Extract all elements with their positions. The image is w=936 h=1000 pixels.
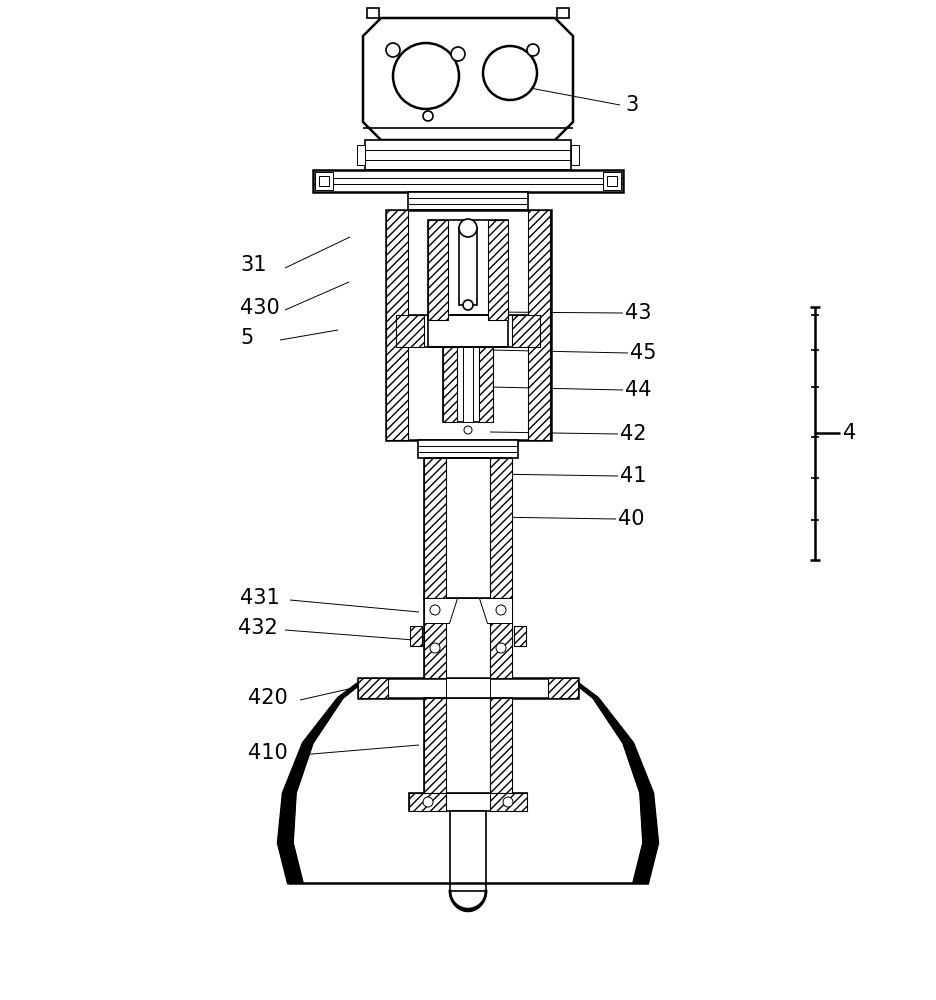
Bar xyxy=(607,176,616,186)
Circle shape xyxy=(422,797,432,807)
Text: 40: 40 xyxy=(618,509,644,529)
Circle shape xyxy=(450,47,464,61)
Bar xyxy=(408,793,526,811)
Bar xyxy=(424,698,511,793)
Bar xyxy=(424,698,446,793)
Text: 430: 430 xyxy=(240,298,280,318)
Bar xyxy=(446,678,490,698)
Bar xyxy=(428,220,447,320)
Circle shape xyxy=(386,43,400,57)
Circle shape xyxy=(422,111,432,121)
Circle shape xyxy=(482,46,536,100)
Circle shape xyxy=(430,605,440,615)
Bar xyxy=(478,347,492,422)
Bar xyxy=(428,220,507,320)
Text: 43: 43 xyxy=(624,303,651,323)
Text: 45: 45 xyxy=(629,343,656,363)
Text: 5: 5 xyxy=(240,328,253,348)
Polygon shape xyxy=(478,598,511,623)
Bar xyxy=(410,626,421,646)
Bar xyxy=(556,8,568,18)
Text: 420: 420 xyxy=(248,688,287,708)
Polygon shape xyxy=(278,683,361,883)
Text: 41: 41 xyxy=(620,466,646,486)
Text: 42: 42 xyxy=(620,424,646,444)
Bar xyxy=(318,176,329,186)
Bar xyxy=(408,793,446,811)
Bar xyxy=(424,598,446,678)
Bar xyxy=(417,440,518,458)
Polygon shape xyxy=(424,598,457,623)
Polygon shape xyxy=(362,18,573,140)
Bar xyxy=(428,315,507,347)
Bar xyxy=(424,598,511,678)
Bar xyxy=(443,347,492,422)
Bar xyxy=(459,228,476,305)
Bar xyxy=(603,172,621,190)
Bar xyxy=(396,315,424,347)
Bar xyxy=(490,698,511,793)
Bar xyxy=(357,145,365,165)
Text: 431: 431 xyxy=(240,588,280,608)
Bar xyxy=(570,145,578,165)
Bar xyxy=(358,678,578,698)
Bar xyxy=(314,172,332,190)
Circle shape xyxy=(459,219,476,237)
Circle shape xyxy=(526,44,538,56)
Bar xyxy=(313,170,622,192)
Circle shape xyxy=(430,643,440,653)
Bar xyxy=(386,210,407,440)
Bar xyxy=(424,458,511,598)
Text: 31: 31 xyxy=(240,255,266,275)
Polygon shape xyxy=(574,683,657,883)
Text: 4: 4 xyxy=(842,423,856,443)
Bar xyxy=(365,140,570,170)
Circle shape xyxy=(495,605,505,615)
Bar xyxy=(449,811,486,891)
Bar xyxy=(462,347,473,422)
Text: 3: 3 xyxy=(624,95,637,115)
Bar xyxy=(407,192,528,210)
Bar xyxy=(424,458,446,598)
Bar xyxy=(490,793,526,811)
Bar xyxy=(490,598,511,678)
Circle shape xyxy=(495,643,505,653)
Circle shape xyxy=(462,300,473,310)
Text: 44: 44 xyxy=(624,380,651,400)
Bar xyxy=(488,220,507,320)
Text: 432: 432 xyxy=(238,618,277,638)
Circle shape xyxy=(392,43,459,109)
Bar xyxy=(514,626,525,646)
Circle shape xyxy=(503,797,512,807)
Bar xyxy=(358,678,388,698)
Bar xyxy=(386,210,550,440)
Circle shape xyxy=(463,426,472,434)
Bar xyxy=(548,678,578,698)
Text: 410: 410 xyxy=(248,743,287,763)
Bar xyxy=(446,598,490,678)
Bar xyxy=(446,458,490,598)
Bar xyxy=(446,698,490,793)
Bar xyxy=(367,8,378,18)
Bar xyxy=(396,315,540,347)
Bar xyxy=(443,347,457,422)
Bar xyxy=(528,210,549,440)
Bar xyxy=(511,315,539,347)
Bar xyxy=(490,458,511,598)
